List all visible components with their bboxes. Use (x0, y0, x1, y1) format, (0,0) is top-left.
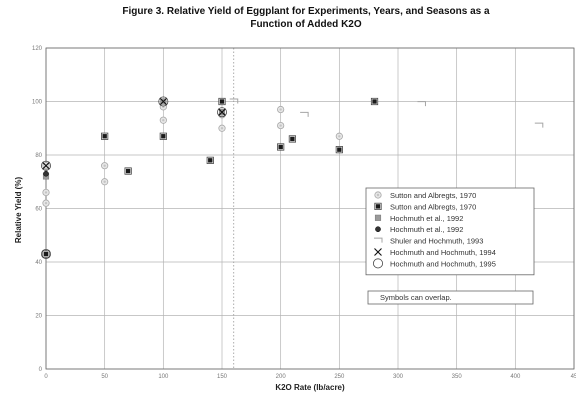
x-tick-label: 350 (452, 374, 463, 380)
legend-marker (374, 248, 382, 256)
x-tick-label: 250 (334, 374, 345, 380)
y-tick-label: 100 (32, 100, 43, 106)
y-axis-ticks: 0 20 40 60 80 100 120 (32, 46, 43, 373)
data-point (42, 250, 50, 258)
data-point (335, 132, 343, 140)
series-7 (41, 96, 227, 259)
data-point (534, 122, 544, 128)
series-3 (42, 98, 226, 180)
legend-marker (375, 226, 381, 233)
legend-marker (374, 237, 383, 243)
series-4 (43, 170, 49, 177)
y-axis-label: Relative Yield (%) (14, 177, 23, 244)
data-point (42, 161, 50, 170)
chart-title-line-2: Function of Added K2O (250, 19, 362, 30)
data-point (41, 248, 52, 259)
data-point (101, 162, 109, 170)
x-tick-label: 300 (393, 374, 404, 380)
data-point (159, 132, 167, 140)
data-point (159, 116, 167, 124)
data-point (101, 178, 109, 186)
x-tick-label: 45 (571, 374, 576, 380)
x-tick-label: 0 (44, 374, 48, 380)
data-point (417, 101, 426, 107)
legend-box (365, 187, 535, 276)
data-points (41, 96, 544, 259)
legend-label: Shuler and Hochmuth, 1993 (390, 237, 483, 246)
data-point (101, 132, 109, 140)
data-point (216, 107, 227, 118)
data-point (277, 121, 285, 130)
legend-label: Sutton and Albregts, 1970 (390, 202, 476, 211)
x-tick-label: 150 (217, 374, 228, 380)
data-point (277, 105, 285, 114)
series-6 (42, 97, 226, 170)
data-point (124, 167, 132, 175)
x-tick-label: 200 (276, 374, 287, 380)
data-point (229, 98, 239, 104)
overlap-note: Symbols can overlap. (367, 290, 534, 305)
x-axis-ticks: 0 50 100 150 200 250 300 350 400 45 (44, 374, 576, 380)
data-point (159, 97, 168, 106)
x-axis-label: K2O Rate (lb/acre) (275, 383, 345, 392)
y-tick-label: 120 (32, 46, 43, 52)
x-tick-label: 100 (158, 374, 169, 380)
data-point (218, 124, 226, 132)
data-point (370, 97, 379, 106)
x-tick-label: 50 (101, 374, 108, 380)
x-tick-label: 400 (510, 374, 521, 380)
data-point (42, 188, 50, 197)
data-point (159, 103, 167, 111)
data-point (300, 111, 309, 117)
y-tick-label: 0 (39, 367, 43, 373)
data-point (335, 146, 343, 154)
legend-label: Sutton and Albregts, 1970 (390, 191, 476, 200)
plot-border (45, 47, 575, 370)
data-point (218, 108, 226, 117)
legend-marker (372, 258, 383, 269)
data-point (43, 170, 49, 177)
legend-label: Hochmuth and Hochmuth, 1995 (390, 259, 496, 268)
data-point (206, 156, 214, 164)
data-point (42, 199, 50, 207)
y-tick-label: 80 (35, 153, 42, 159)
series-2 (42, 97, 379, 258)
y-tick-label: 40 (35, 260, 42, 266)
overlap-note-box (367, 290, 534, 305)
legend-label: Hochmuth et al., 1992 (390, 225, 463, 234)
legend-marker (374, 214, 382, 221)
chart-title-line-1: Figure 3. Relative Yield of Eggplant for… (122, 6, 490, 17)
legend-label: Hochmuth and Hochmuth, 1994 (390, 248, 496, 257)
data-point (158, 96, 169, 107)
legend: Sutton and Albregts, 1970 Sutton and Albr… (365, 187, 535, 276)
data-point (277, 143, 285, 151)
plot-frame (45, 47, 575, 370)
legend-label: Hochmuth et al., 1992 (390, 214, 463, 223)
data-point (218, 97, 226, 106)
y-tick-label: 20 (35, 314, 42, 320)
y-tick-label: 60 (35, 207, 42, 213)
overlap-note-text: Symbols can overlap. (380, 293, 452, 302)
data-point (288, 135, 297, 143)
series-5 (229, 98, 544, 128)
legend-marker (374, 191, 382, 199)
data-point (41, 160, 52, 171)
legend-marker (374, 202, 382, 210)
